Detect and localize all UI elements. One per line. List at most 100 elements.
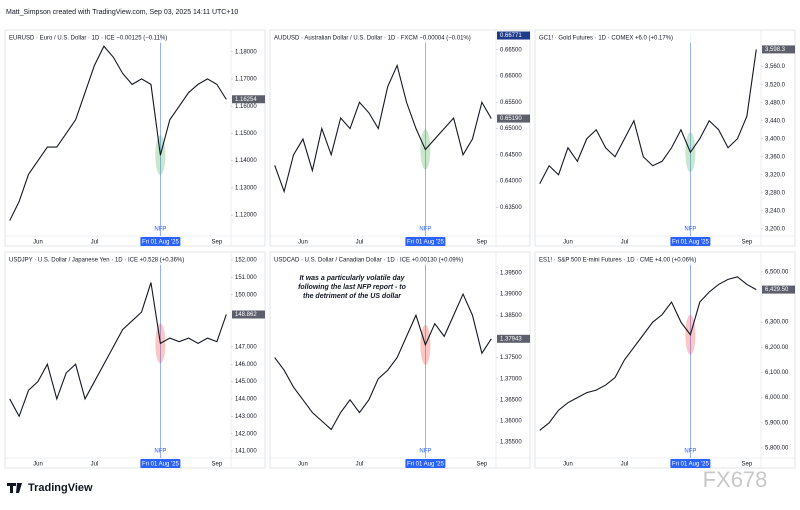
price-line	[9, 45, 227, 221]
chart-title: AUDUSD · Australian Dollar / U.S. Dollar…	[274, 36, 471, 42]
y-tick-label: 143.000	[235, 414, 257, 420]
chart-title: GC1! · Gold Futures · 1D · COMEX +6.0 (+…	[539, 36, 673, 42]
x-tick-label: Fri 01 Aug '25	[672, 462, 709, 468]
x-tick-label: Jul	[356, 240, 364, 246]
x-tick-label: Sep	[742, 240, 753, 246]
x-tick-label: Jul	[621, 240, 629, 246]
event-label: NFP	[684, 227, 696, 233]
y-tick-label: 1.36500	[500, 397, 522, 403]
chart-title: ES1! · S&P 500 E-mini Futures · 1D · CME…	[539, 258, 696, 264]
chart-title: USDJPY · U.S. Dollar / Japanese Yen · 1D…	[9, 258, 184, 264]
event-label: NFP	[419, 227, 431, 233]
price-line	[539, 276, 757, 431]
y-tick-label: 1.16000	[235, 104, 257, 110]
y-tick-label: 147.000	[235, 344, 257, 350]
y-tick-label: 152.000	[235, 258, 257, 264]
y-tick-label: 3,440.0	[765, 118, 786, 124]
x-tick-label: Fri 01 Aug '25	[142, 240, 179, 246]
y-tick-label: 1.37500	[500, 355, 522, 361]
panel	[4, 29, 266, 247]
title-bg	[7, 255, 227, 265]
title-bg	[537, 33, 757, 43]
chart-title: EURUSD · Euro / U.S. Dollar · 1D · ICE −…	[9, 36, 167, 42]
y-tick-label: 146.000	[235, 362, 257, 368]
y-tick-label: 1.36000	[500, 419, 522, 425]
chart-title: USDCAD · U.S. Dollar / Canadian Dollar ·…	[274, 258, 463, 264]
y-tick-label: 150.000	[235, 292, 257, 298]
y-tick-label: 3,480.0	[765, 100, 786, 106]
logo-icon	[7, 483, 22, 493]
y-tick-label: 1.14000	[235, 158, 257, 164]
price-line	[274, 292, 492, 431]
panel	[534, 29, 796, 247]
x-tick-label: Sep	[212, 462, 223, 468]
y-tick-label: 141.000	[235, 449, 257, 455]
y-tick-label: 3,320.0	[765, 172, 786, 178]
last-price-label: 0.65190	[500, 116, 522, 122]
y-tick-label: 3,360.0	[765, 154, 786, 160]
y-tick-label: 6,200.00	[765, 345, 789, 351]
x-tick-label: Sep	[477, 240, 488, 246]
x-tick-label: Jun	[563, 240, 573, 246]
x-tick-label: Sep	[477, 462, 488, 468]
x-tick-label: Fri 01 Aug '25	[672, 240, 709, 246]
x-tick-highlight	[670, 237, 711, 246]
x-tick-label: Jul	[621, 462, 629, 468]
last-price-badge	[232, 95, 265, 104]
y-tick-label: 0.63500	[500, 205, 522, 211]
y-tick-label: 5,900.00	[765, 420, 789, 426]
x-tick-label: Jun	[33, 462, 43, 468]
y-tick-label: 1.12000	[235, 213, 257, 219]
event-label: NFP	[154, 227, 166, 233]
x-tick-label: Jun	[563, 462, 573, 468]
y-tick-label: 151.000	[235, 275, 257, 281]
last-price-badge	[497, 114, 530, 123]
title-bg	[537, 255, 757, 265]
panel	[269, 251, 531, 469]
x-tick-label: Jun	[33, 240, 43, 246]
x-tick-highlight	[140, 237, 181, 246]
y-tick-label: 6,300.00	[765, 320, 789, 326]
panel	[534, 251, 796, 469]
y-tick-label: 3,280.0	[765, 190, 786, 196]
y-tick-label: 6,100.00	[765, 370, 789, 376]
panel	[269, 29, 531, 247]
y-tick-label: 0.66000	[500, 74, 522, 80]
last-price-label: 1.16254	[235, 97, 257, 103]
x-tick-highlight	[140, 459, 181, 468]
annotation: It was a particularly volatile day	[299, 275, 405, 282]
y-tick-label: 0.65000	[500, 126, 522, 132]
x-tick-label: Fri 01 Aug '25	[407, 240, 444, 246]
x-tick-label: Sep	[212, 240, 223, 246]
annotation: following the last NFP report - to	[298, 284, 407, 291]
y-tick-label: 6,000.00	[765, 395, 789, 401]
last-price-badge	[232, 310, 265, 319]
logo: TradingView	[28, 482, 93, 494]
last-price-label: 6,429.50	[765, 287, 789, 293]
x-tick-label: Jun	[298, 462, 308, 468]
y-tick-label: 0.66500	[500, 47, 522, 53]
y-tick-label: 3,240.0	[765, 208, 786, 214]
y-tick-label: 144.000	[235, 397, 257, 403]
y-tick-label: 142.000	[235, 431, 257, 437]
title-bg	[272, 255, 492, 265]
last-price-badge	[762, 45, 795, 54]
annotation: the detriment of the US dollar	[303, 293, 402, 300]
price-line	[274, 63, 492, 194]
x-tick-label: Fri 01 Aug '25	[142, 462, 179, 468]
x-tick-highlight	[405, 237, 446, 246]
credit: Matt_Simpson created with TradingView.co…	[6, 9, 238, 16]
panel	[4, 251, 266, 469]
y-tick-label: 1.13000	[235, 185, 257, 191]
y-tick-label: 1.35500	[500, 440, 522, 446]
last-price-label: 1.37943	[500, 336, 522, 342]
event-label: NFP	[419, 449, 431, 455]
x-tick-label: Jul	[91, 462, 99, 468]
last-price-badge	[762, 285, 795, 294]
last-price-label: 148.862	[235, 312, 257, 318]
y-tick-label: 1.37000	[500, 376, 522, 382]
title-bg	[7, 33, 227, 43]
y-tick-label: 3,560.0	[765, 64, 786, 70]
y-tick-label: 1.17000	[235, 77, 257, 83]
event-label: NFP	[684, 449, 696, 455]
